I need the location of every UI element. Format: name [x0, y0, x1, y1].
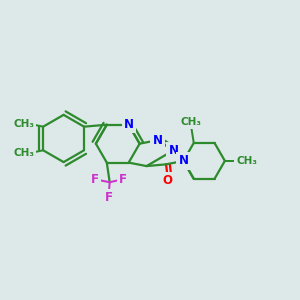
- Text: F: F: [104, 191, 112, 204]
- Text: F: F: [91, 173, 99, 186]
- Text: CH₃: CH₃: [181, 117, 202, 127]
- Text: N: N: [169, 144, 178, 157]
- Text: N: N: [178, 154, 188, 167]
- Text: O: O: [163, 174, 173, 187]
- Text: N: N: [124, 118, 134, 131]
- Text: CH₃: CH₃: [236, 156, 257, 166]
- Text: N: N: [152, 134, 163, 147]
- Text: CH₃: CH₃: [13, 119, 34, 129]
- Text: F: F: [118, 173, 127, 186]
- Text: CH₃: CH₃: [13, 148, 34, 158]
